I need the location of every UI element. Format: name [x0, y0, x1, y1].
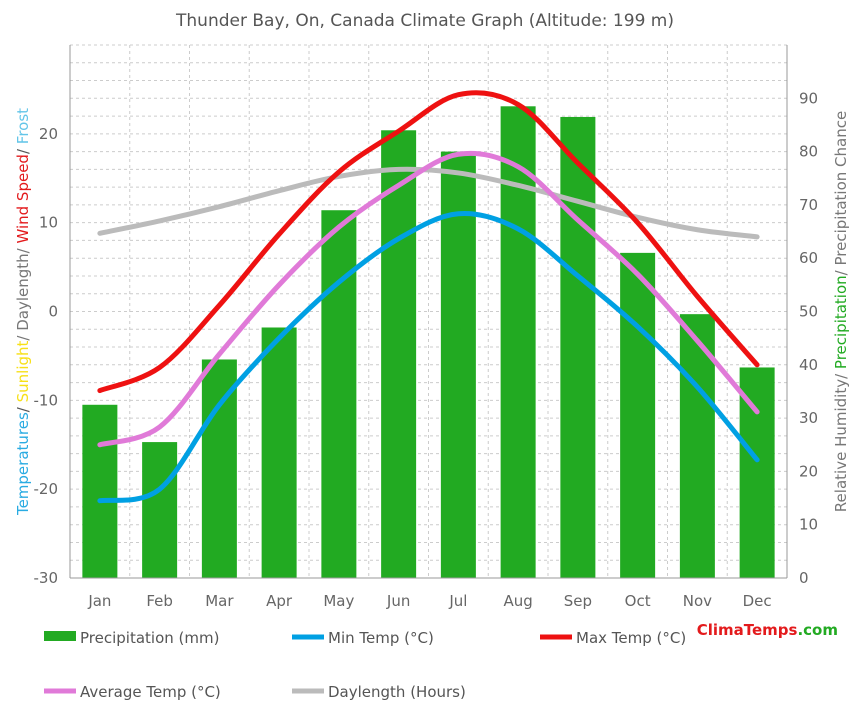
month-label: Oct	[625, 592, 651, 610]
axis-label-part: Wind Speed	[14, 154, 32, 244]
axis-label-part: Frost	[14, 108, 32, 144]
right-axis-label: Relative Humidity/ Precipitation/ Precip…	[832, 111, 850, 512]
precipitation-bar	[560, 116, 596, 578]
right-tick-label: 10	[799, 516, 818, 534]
left-tick-label: 20	[39, 125, 58, 143]
average-temp-line	[97, 150, 760, 448]
axis-label-part: Relative Humidity/	[832, 369, 850, 512]
brand-part-temps: Temps	[744, 621, 798, 639]
daylength-line	[97, 166, 760, 240]
month-label: Sep	[564, 592, 592, 610]
left-axis-label: Temperatures/ Sunlight/ Daylength/ Wind …	[14, 108, 32, 516]
legend-label: Min Temp (°C)	[328, 629, 434, 647]
axis-label-part: /	[14, 402, 32, 412]
legend-label: Precipitation (mm)	[80, 629, 219, 647]
grid	[69, 44, 788, 579]
legend: Precipitation (mm) Min Temp (°C) Max Temp …	[44, 629, 686, 701]
brand-logo[interactable]: ClimaTemps.com	[697, 621, 838, 639]
precipitation-bar	[321, 210, 357, 579]
month-label: Jun	[386, 592, 410, 610]
chart-title: Thunder Bay, On, Canada Climate Graph (A…	[175, 11, 674, 31]
axis-label-part: Sunlight	[14, 340, 32, 402]
brand-part-clima: Clima	[697, 621, 744, 639]
axis-label-part: / Daylength/	[14, 244, 32, 341]
month-label: Mar	[205, 592, 234, 610]
right-tick-label: 40	[799, 356, 818, 374]
month-label: Jan	[87, 592, 111, 610]
precipitation-bar	[620, 252, 656, 578]
precipitation-bar	[201, 359, 237, 578]
temperature-lines	[97, 90, 760, 504]
left-tick-label: -20	[34, 480, 59, 498]
precipitation-bar	[440, 151, 476, 578]
axis-label-part: /	[14, 144, 32, 154]
month-label: Apr	[266, 592, 293, 610]
min-temp-line	[97, 211, 760, 504]
month-label: Nov	[683, 592, 712, 610]
precipitation-bar	[739, 367, 775, 578]
left-tick-label: -10	[34, 391, 59, 409]
right-tick-label: 50	[799, 303, 818, 321]
legend-swatch-precipitation	[44, 631, 76, 641]
axis-label-part: / Precipitation Chance	[832, 111, 850, 276]
max-temp-line	[97, 90, 760, 394]
legend-label: Daylength (Hours)	[328, 683, 466, 701]
legend-label: Max Temp (°C)	[576, 629, 686, 647]
axis-label-part: Precipitation	[832, 275, 850, 369]
month-label: Aug	[503, 592, 532, 610]
right-tick-label: 0	[799, 569, 809, 587]
axis-label-part: Temperatures	[14, 412, 32, 516]
left-tick-label: 10	[39, 214, 58, 232]
left-tick-label: 0	[48, 303, 58, 321]
precipitation-bar	[261, 327, 297, 578]
precipitation-bar	[142, 442, 178, 578]
axes: -30 -20 -10 0 10 20 0 10 20 30 40 50 60 70 80 90 Jan Feb M…	[34, 45, 818, 610]
right-tick-label: 90	[799, 89, 818, 107]
right-tick-label: 70	[799, 196, 818, 214]
right-tick-label: 60	[799, 249, 818, 267]
precipitation-bar	[381, 130, 417, 578]
right-tick-label: 20	[799, 462, 818, 480]
month-label: May	[323, 592, 354, 610]
right-tick-label: 30	[799, 409, 818, 427]
month-label: Jul	[448, 592, 467, 610]
legend-label: Average Temp (°C)	[80, 683, 221, 701]
precipitation-bar	[82, 404, 118, 578]
month-label: Dec	[743, 592, 772, 610]
left-tick-label: -30	[34, 569, 59, 587]
brand-part-com: .com	[797, 621, 838, 639]
month-label: Feb	[146, 592, 173, 610]
right-tick-label: 80	[799, 143, 818, 161]
